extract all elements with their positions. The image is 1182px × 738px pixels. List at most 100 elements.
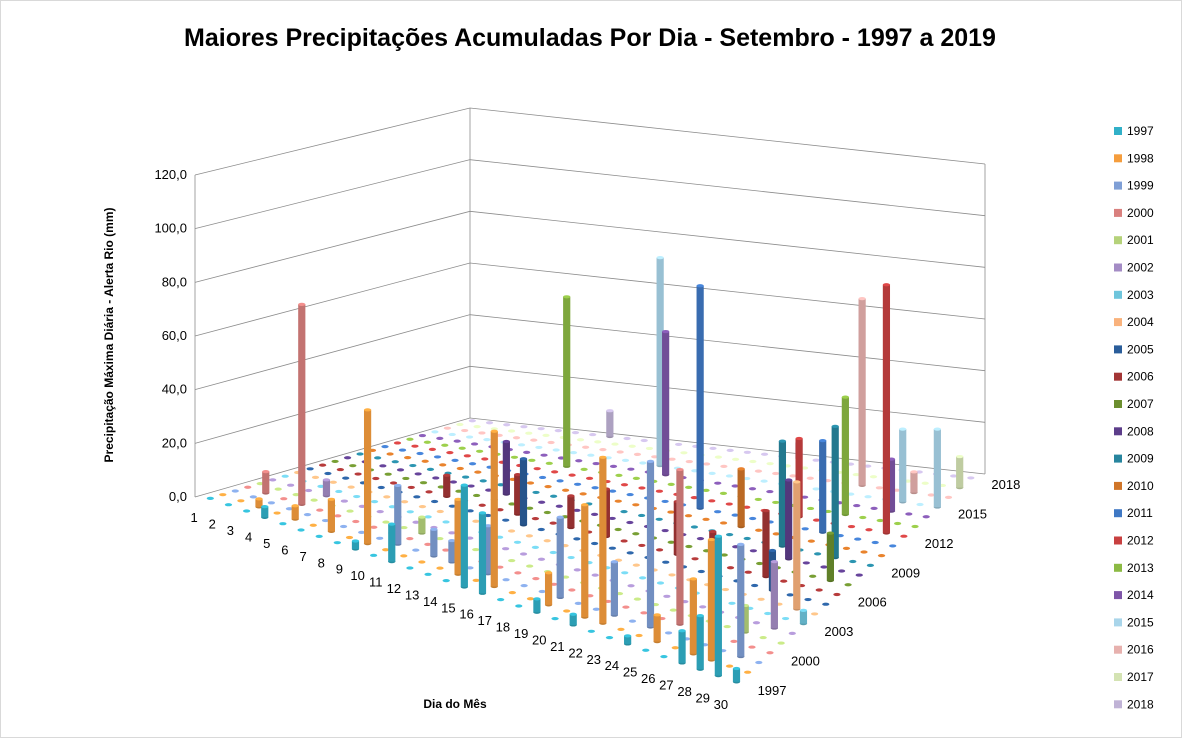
column xyxy=(520,457,527,526)
column-top xyxy=(697,284,704,287)
column-top xyxy=(550,551,557,554)
column xyxy=(860,550,867,553)
column-top xyxy=(385,473,392,476)
column xyxy=(615,528,622,531)
column-top xyxy=(297,528,304,531)
column xyxy=(341,499,348,502)
column xyxy=(527,481,534,484)
column-top xyxy=(311,498,318,501)
column-top xyxy=(686,460,693,463)
column xyxy=(697,614,704,671)
x-tick-label: 20 xyxy=(532,632,546,647)
column-top xyxy=(708,499,715,502)
column xyxy=(371,500,378,503)
column xyxy=(865,528,872,531)
column xyxy=(662,330,669,476)
column-body xyxy=(733,669,740,682)
x-tick-label: 29 xyxy=(696,690,710,705)
column xyxy=(364,408,371,545)
legend-label: 2006 xyxy=(1127,370,1154,384)
column-top xyxy=(474,471,481,474)
column-top xyxy=(844,583,851,586)
column xyxy=(474,425,481,428)
column-top xyxy=(471,442,478,445)
column xyxy=(287,484,294,487)
column xyxy=(429,448,436,451)
column-top xyxy=(853,504,860,507)
column-top xyxy=(780,580,787,583)
column-top xyxy=(789,632,796,635)
column-top xyxy=(546,462,553,465)
column-top xyxy=(443,474,450,477)
column-top xyxy=(473,494,480,497)
column xyxy=(870,475,877,478)
column-top xyxy=(572,431,579,434)
column xyxy=(591,542,598,545)
column-top xyxy=(662,529,669,532)
column-body xyxy=(563,297,570,467)
column xyxy=(538,558,545,561)
column xyxy=(298,303,305,506)
column-top xyxy=(364,408,371,411)
column xyxy=(415,472,422,475)
column xyxy=(422,460,429,463)
column xyxy=(352,520,359,523)
column-top xyxy=(279,522,286,525)
column-top xyxy=(772,501,779,504)
column-top xyxy=(720,465,727,468)
column xyxy=(575,602,582,605)
column xyxy=(502,578,509,581)
column-top xyxy=(627,493,634,496)
column-top xyxy=(822,603,829,606)
column xyxy=(292,504,299,521)
column xyxy=(521,584,528,587)
column-top xyxy=(424,441,431,444)
column xyxy=(349,464,356,467)
column xyxy=(766,490,773,493)
column xyxy=(427,468,434,471)
column-top xyxy=(864,495,871,498)
column-top xyxy=(312,476,319,479)
column xyxy=(311,498,318,501)
page: Maiores Precipitações Acumuladas Por Dia… xyxy=(0,0,1182,738)
column-top xyxy=(782,617,789,620)
column-top xyxy=(451,459,458,462)
column xyxy=(738,467,745,528)
column-top xyxy=(668,458,675,461)
column xyxy=(424,441,431,444)
column-top xyxy=(744,451,751,454)
column xyxy=(503,423,510,426)
column-top xyxy=(424,573,431,576)
column-top xyxy=(668,483,675,486)
column-top xyxy=(755,661,762,664)
column-body xyxy=(611,562,618,615)
column-top xyxy=(514,541,521,544)
column-top xyxy=(758,598,765,601)
column-top xyxy=(668,541,675,544)
legend-swatch xyxy=(1114,182,1122,190)
column-body xyxy=(491,431,498,586)
column xyxy=(418,516,425,535)
column-top xyxy=(334,541,341,544)
column-body xyxy=(606,411,613,437)
column-top xyxy=(900,535,907,538)
column-top xyxy=(778,641,785,644)
column xyxy=(388,523,395,564)
column xyxy=(237,499,244,502)
column xyxy=(502,519,509,522)
column-top xyxy=(638,544,645,547)
column xyxy=(372,477,379,480)
column-top xyxy=(629,619,636,622)
column-top xyxy=(352,520,359,523)
column-top xyxy=(528,459,535,462)
column xyxy=(634,597,641,600)
column-top xyxy=(807,507,814,510)
column-top xyxy=(262,470,269,473)
column xyxy=(813,459,820,462)
column-top xyxy=(593,608,600,611)
column xyxy=(502,547,509,550)
column-top xyxy=(708,538,715,541)
legend-swatch xyxy=(1114,264,1122,272)
column-top xyxy=(870,507,877,510)
y-axis-title: Precipitação Máxima Diária - Alerta Rio … xyxy=(102,208,116,463)
